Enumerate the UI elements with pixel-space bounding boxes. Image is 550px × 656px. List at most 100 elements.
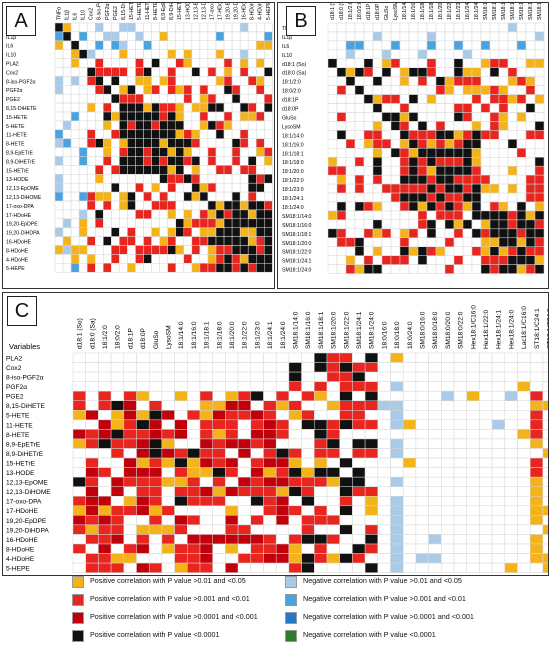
heatmap-cell: [212, 467, 226, 478]
heatmap-cell: [453, 381, 467, 392]
heatmap-cell: [345, 40, 356, 51]
heatmap-cell: [110, 410, 125, 421]
heatmap-cell: [70, 227, 80, 237]
heatmap-cell: [119, 182, 128, 193]
heatmap-cell: [441, 524, 455, 535]
heatmap-cell: [408, 165, 419, 176]
heatmap-cell: [199, 22, 209, 33]
heatmap-cell: [72, 410, 86, 421]
row-label: 8,9-DiHETrE: [6, 451, 44, 458]
heatmap-cell: [435, 210, 446, 221]
heatmap-cell: [498, 121, 509, 131]
heatmap-cell: [542, 457, 548, 468]
heatmap-cell: [525, 22, 536, 33]
heatmap-cell: [377, 486, 391, 497]
heatmap-cell: [314, 457, 328, 468]
heatmap-cell: [187, 381, 201, 392]
heatmap-cell: [415, 496, 429, 507]
heatmap-cell: [345, 183, 356, 194]
heatmap-cell: [529, 534, 544, 545]
heatmap-cell: [199, 218, 209, 228]
heatmap-cell: [187, 410, 201, 421]
heatmap-cell: [212, 486, 226, 497]
row-label: 18:1/16:0: [282, 142, 304, 148]
heatmap-cell: [507, 49, 518, 60]
heatmap-cell: [187, 543, 201, 554]
heatmap-cell: [441, 486, 455, 497]
heatmap-cell: [489, 183, 500, 194]
heatmap-cell: [381, 183, 392, 194]
heatmap-cell: [231, 58, 241, 68]
heatmap-cell: [78, 85, 88, 95]
heatmap-cell: [364, 390, 379, 401]
heatmap-cell: [199, 93, 209, 104]
heatmap-cell: [542, 515, 548, 526]
heatmap-cell: [408, 49, 419, 60]
heatmap-cell: [525, 103, 536, 113]
heatmap-cell: [239, 102, 249, 113]
heatmap-cell: [70, 76, 80, 86]
heatmap-cell: [402, 496, 417, 507]
heatmap-cell: [95, 263, 104, 273]
heatmap-cell: [377, 371, 391, 382]
heatmap-cell: [534, 237, 545, 248]
heatmap-cell: [339, 362, 353, 373]
heatmap-cell: [529, 524, 544, 535]
heatmap-cell: [542, 390, 548, 401]
heatmap-cell: [352, 476, 366, 487]
heatmap-cell: [525, 228, 536, 239]
heatmap-cell: [314, 515, 328, 526]
row-label: d18:0 (Sa): [282, 71, 306, 77]
heatmap-cell: [85, 524, 99, 535]
heatmap-cell: [336, 228, 347, 239]
heatmap-cell: [428, 362, 442, 373]
heatmap-cell: [372, 130, 383, 140]
heatmap-cell: [223, 165, 233, 175]
heatmap-cell: [415, 524, 429, 535]
heatmap-cell: [345, 112, 356, 122]
row-label: 5-HEPE: [6, 266, 25, 272]
heatmap-cell: [151, 209, 160, 220]
heatmap-cell: [426, 246, 437, 256]
heatmap-cell: [339, 381, 353, 392]
heatmap-cell: [212, 371, 226, 382]
row-label: 5-HETE: [6, 124, 25, 130]
heatmap-cell: [534, 139, 545, 149]
heatmap-cell: [428, 562, 442, 573]
heatmap-cell: [408, 201, 419, 212]
heatmap-cell: [354, 22, 365, 33]
heatmap-cell: [264, 236, 273, 246]
heatmap-cell: [85, 390, 99, 401]
heatmap-cell: [212, 524, 226, 535]
row-label: 15-HETrE: [6, 460, 36, 467]
heatmap-cell: [326, 534, 340, 545]
heatmap-cell: [408, 112, 419, 122]
heatmap-cell: [435, 67, 446, 77]
heatmap-cell: [237, 496, 252, 507]
heatmap-cell: [175, 111, 185, 122]
heatmap-cell: [534, 85, 545, 95]
heatmap-cell: [542, 438, 548, 449]
heatmap-cell: [148, 448, 163, 459]
heatmap-cell: [175, 263, 185, 273]
heatmap-cell: [127, 218, 136, 228]
column-label: d18:0P: [375, 3, 381, 20]
heatmap-cell: [381, 58, 392, 68]
heatmap-cell: [215, 111, 225, 122]
row-label: 18:1/24:0: [282, 205, 304, 211]
heatmap-cell: [231, 138, 241, 148]
heatmap-cell: [399, 192, 410, 203]
heatmap-cell: [288, 515, 302, 526]
heatmap-cell: [345, 67, 356, 77]
heatmap-cell: [529, 562, 544, 573]
heatmap-cell: [426, 228, 437, 239]
heatmap-cell: [263, 390, 277, 401]
heatmap-cell: [127, 22, 136, 33]
heatmap-cell: [428, 496, 442, 507]
heatmap-cell: [136, 390, 150, 401]
row-label: IL10: [6, 53, 16, 59]
row-label: 8-HETE: [6, 142, 25, 148]
heatmap-cell: [517, 448, 531, 459]
heatmap-cell: [471, 157, 482, 167]
heatmap-cell: [326, 400, 340, 411]
